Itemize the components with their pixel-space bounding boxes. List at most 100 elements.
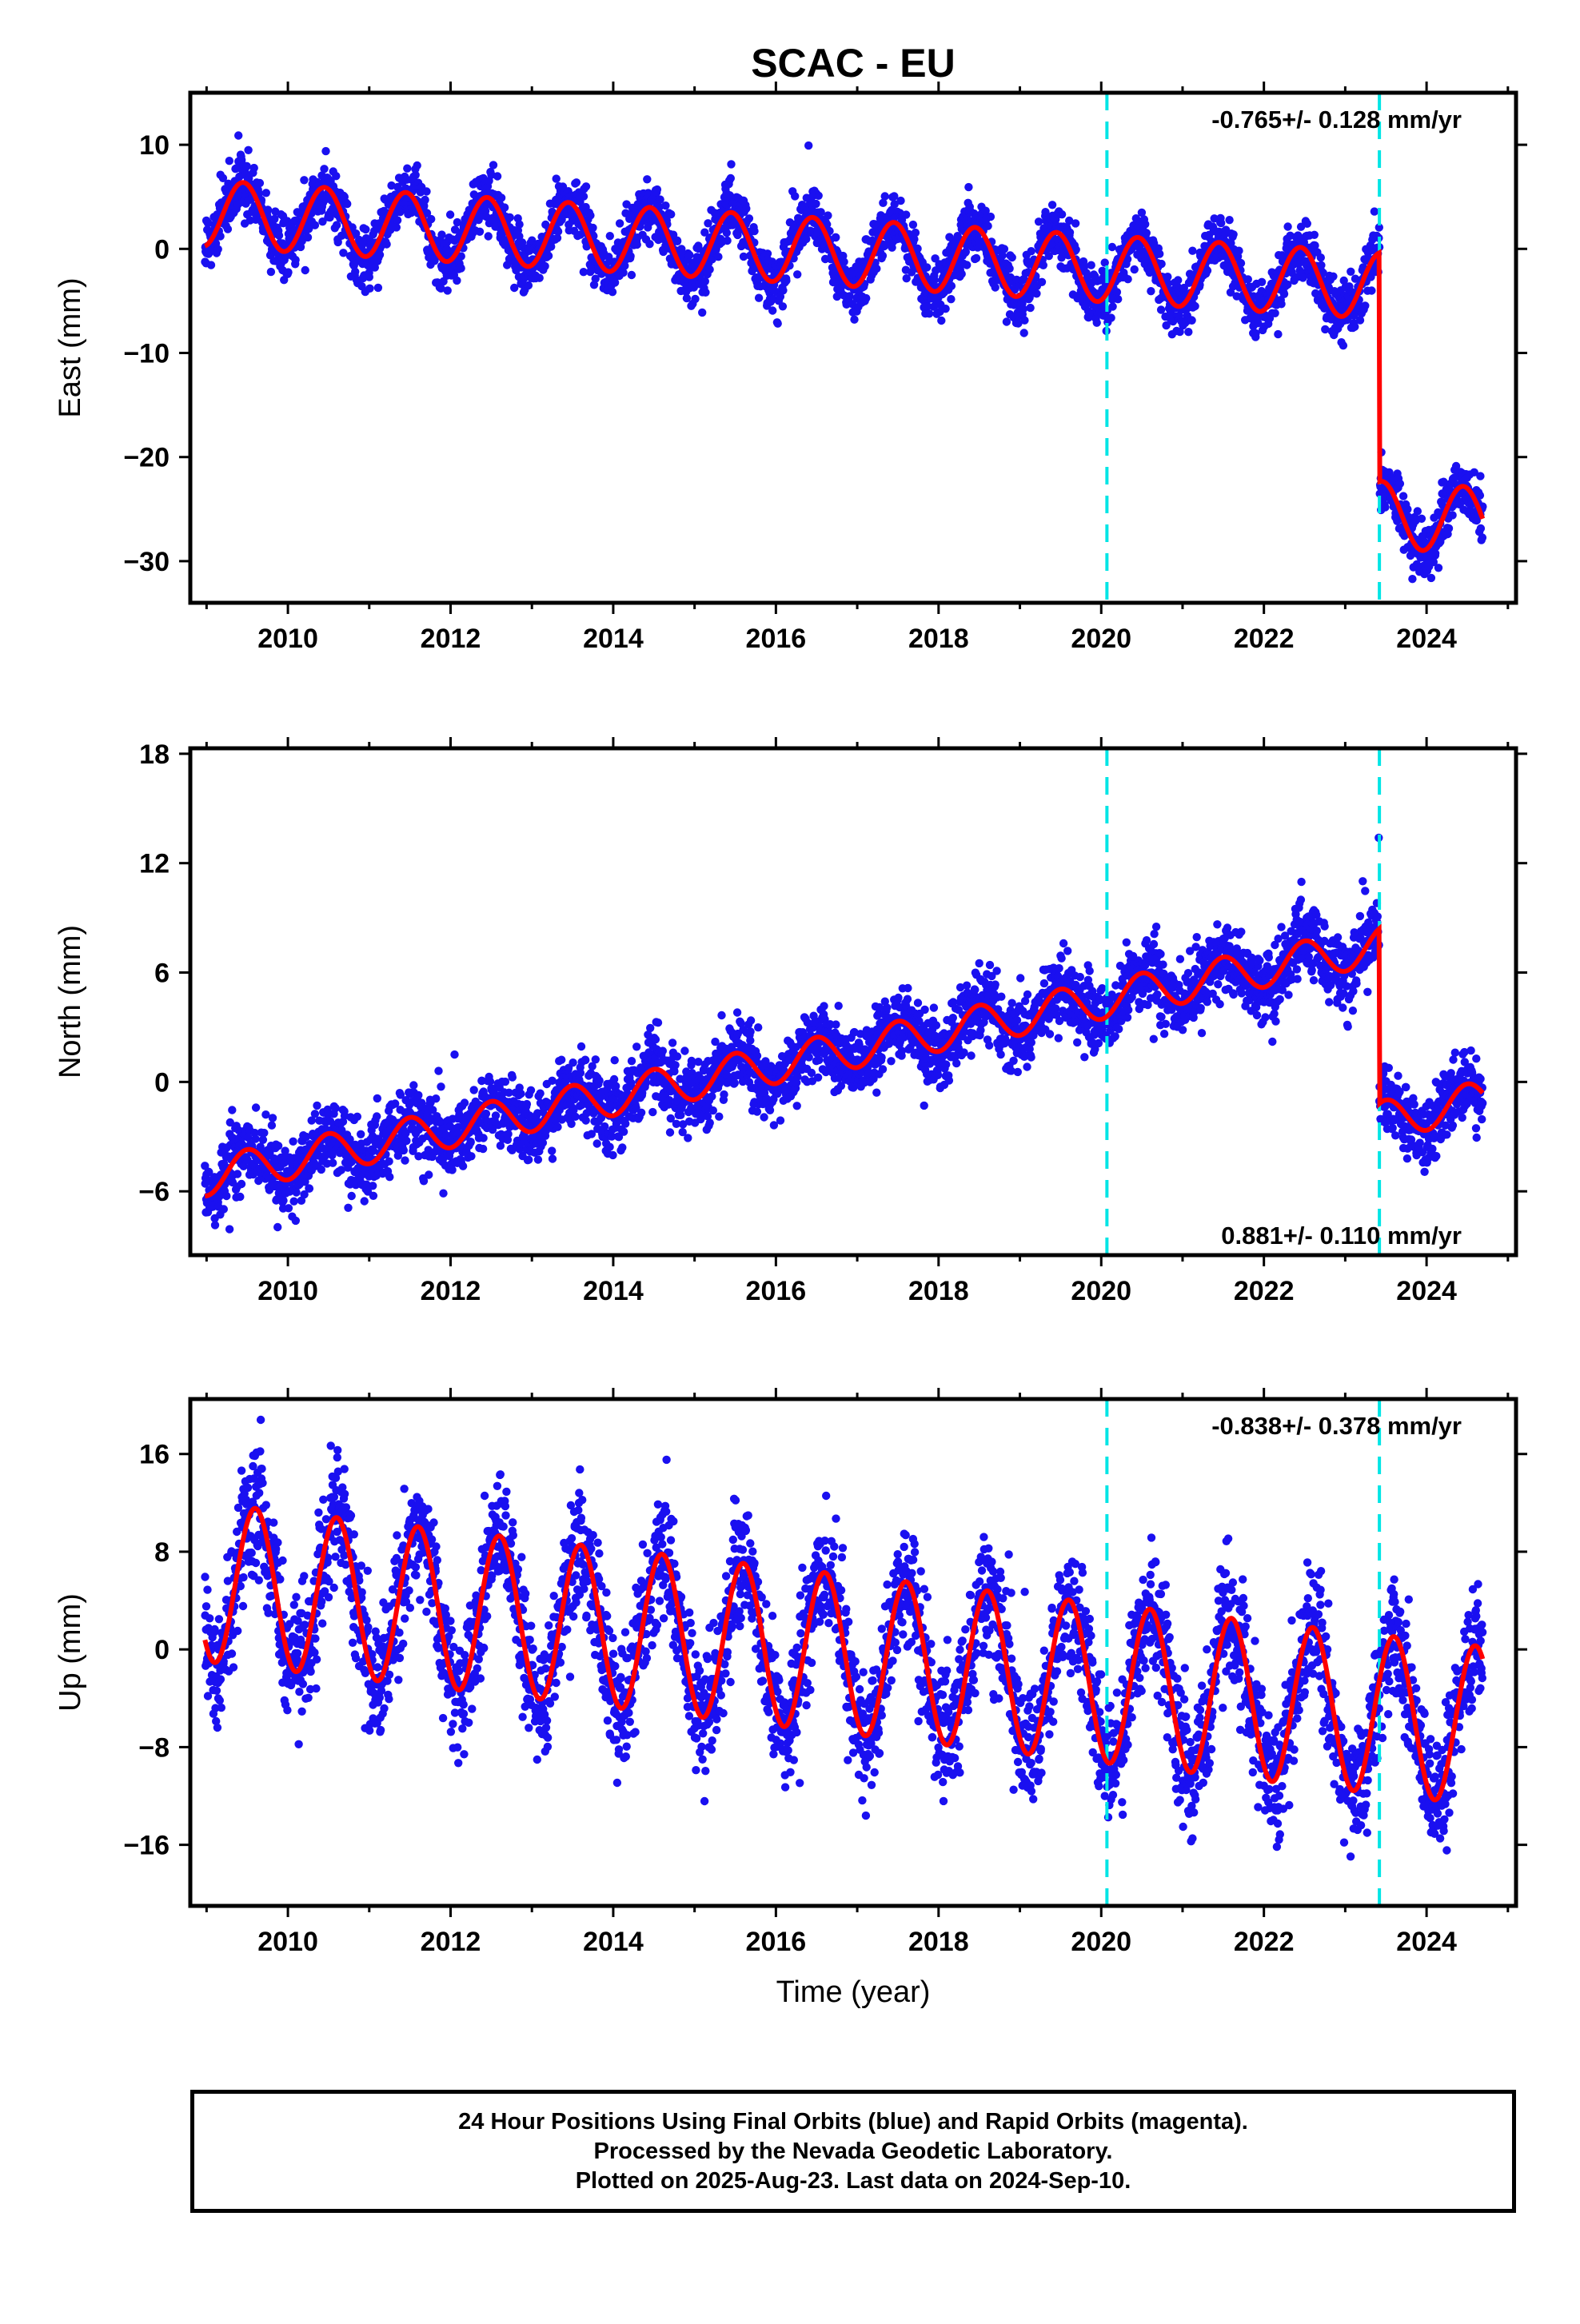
- data-point: [804, 142, 812, 149]
- data-point: [1329, 273, 1337, 281]
- data-point: [691, 295, 699, 303]
- data-point: [501, 203, 509, 211]
- data-point: [332, 172, 340, 180]
- data-point: [1317, 253, 1325, 261]
- data-point: [1367, 286, 1375, 294]
- north-data-points: [201, 834, 1486, 1234]
- data-point: [285, 1204, 293, 1212]
- data-point: [486, 1078, 494, 1086]
- data-point: [1187, 317, 1195, 325]
- data-point: [412, 171, 420, 179]
- data-point: [1347, 268, 1355, 276]
- x-tick-label: 2016: [746, 624, 807, 654]
- data-point: [1244, 275, 1252, 283]
- x-tick-label: 2012: [421, 624, 481, 654]
- data-point: [321, 147, 329, 155]
- data-point: [1147, 287, 1155, 295]
- data-point: [645, 240, 653, 248]
- data-point: [553, 174, 561, 182]
- x-tick-label: 2020: [1071, 624, 1131, 654]
- data-point: [862, 294, 870, 302]
- data-point: [628, 1057, 636, 1065]
- data-point: [489, 161, 497, 169]
- data-point: [1038, 278, 1046, 286]
- data-point: [267, 268, 275, 276]
- data-point: [225, 1225, 233, 1233]
- data-point: [673, 237, 681, 245]
- east-panel-frame: [190, 93, 1516, 603]
- data-point: [1108, 243, 1116, 251]
- data-point: [1113, 288, 1121, 296]
- data-point: [1427, 574, 1435, 582]
- data-point: [333, 221, 341, 229]
- data-point: [244, 146, 252, 154]
- data-point: [984, 222, 991, 230]
- data-point: [774, 320, 782, 328]
- data-point: [1032, 289, 1040, 297]
- data-point: [479, 1134, 487, 1142]
- data-point: [361, 1197, 369, 1205]
- data-point: [437, 1082, 445, 1090]
- x-tick-label: 2018: [908, 624, 969, 654]
- data-point: [850, 316, 858, 324]
- data-point: [476, 228, 484, 236]
- data-point: [947, 295, 955, 303]
- data-point: [991, 283, 999, 291]
- data-point: [289, 1138, 297, 1146]
- data-point: [791, 192, 799, 200]
- data-point: [1418, 515, 1426, 523]
- x-tick-label: 2010: [257, 624, 318, 654]
- data-point: [369, 1182, 377, 1190]
- x-tick-label: 2014: [583, 624, 644, 654]
- data-point: [1188, 247, 1196, 255]
- data-point: [343, 200, 351, 208]
- data-point: [567, 1120, 575, 1128]
- data-point: [211, 1221, 219, 1229]
- data-point: [374, 284, 382, 292]
- data-point: [385, 1173, 393, 1181]
- data-point: [348, 1192, 356, 1200]
- data-point: [527, 1086, 535, 1094]
- data-point: [351, 268, 359, 276]
- data-point: [357, 1130, 365, 1138]
- data-point: [1058, 210, 1066, 218]
- data-point: [1035, 217, 1043, 225]
- y-tick-label: 10: [139, 130, 170, 161]
- data-point: [1020, 317, 1028, 325]
- data-point: [1048, 201, 1056, 209]
- data-point: [365, 285, 373, 293]
- data-point: [237, 1180, 245, 1188]
- data-point: [779, 286, 787, 294]
- data-point: [444, 286, 452, 294]
- data-point: [1174, 276, 1182, 284]
- data-point: [589, 224, 596, 232]
- data-point: [755, 294, 763, 302]
- data-point: [637, 1109, 645, 1117]
- data-point: [659, 1046, 667, 1054]
- data-point: [1396, 480, 1404, 488]
- data-point: [701, 289, 709, 297]
- data-point: [879, 252, 887, 260]
- data-point: [872, 265, 880, 273]
- data-point: [207, 261, 215, 269]
- data-point: [414, 1091, 422, 1099]
- data-point: [373, 1112, 381, 1120]
- data-point: [685, 251, 693, 259]
- data-point: [461, 1098, 469, 1106]
- data-point: [222, 1192, 230, 1200]
- data-point: [1191, 302, 1199, 310]
- data-point: [723, 229, 731, 237]
- data-point: [768, 306, 776, 314]
- data-point: [628, 271, 636, 279]
- y-tick-label: 0: [154, 234, 170, 265]
- data-point: [909, 221, 917, 229]
- data-point: [1476, 472, 1484, 480]
- data-point: [557, 1056, 565, 1064]
- data-point: [964, 183, 972, 191]
- data-point: [1123, 275, 1131, 283]
- data-point: [1237, 259, 1245, 267]
- data-point: [582, 182, 590, 190]
- data-point: [1157, 305, 1165, 313]
